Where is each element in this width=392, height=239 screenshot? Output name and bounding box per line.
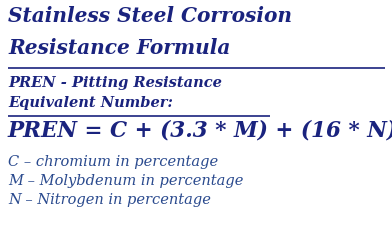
Text: PREN - Pitting Resistance: PREN - Pitting Resistance xyxy=(8,76,222,90)
Text: Resistance Formula: Resistance Formula xyxy=(8,38,230,58)
Text: M – Molybdenum in percentage: M – Molybdenum in percentage xyxy=(8,174,243,188)
Text: C – chromium in percentage: C – chromium in percentage xyxy=(8,155,218,169)
Text: Equivalent Number:: Equivalent Number: xyxy=(8,96,173,110)
Text: N – Nitrogen in percentage: N – Nitrogen in percentage xyxy=(8,193,211,207)
Text: PREN = C + (3.3 * M) + (16 * N): PREN = C + (3.3 * M) + (16 * N) xyxy=(8,119,392,141)
Text: Stainless Steel Corrosion: Stainless Steel Corrosion xyxy=(8,6,292,26)
